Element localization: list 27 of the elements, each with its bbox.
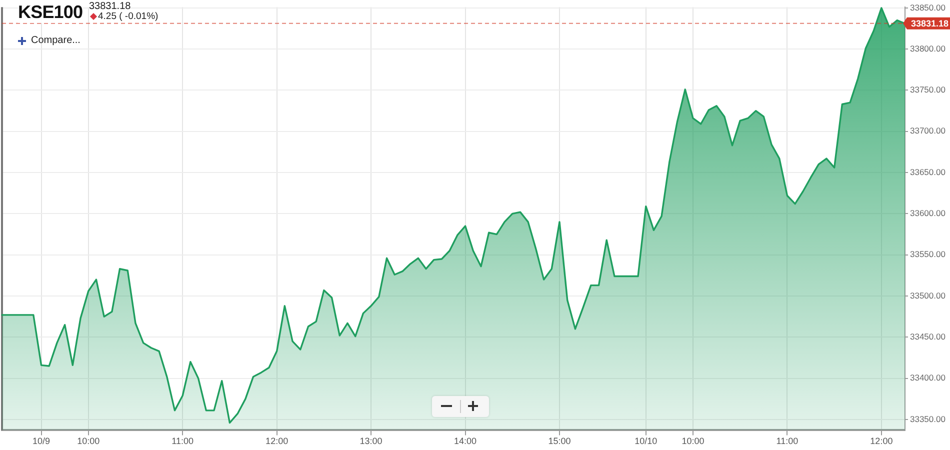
y-tick-label: 33600.00 xyxy=(910,208,946,218)
y-tick-label: 33700.00 xyxy=(910,126,946,136)
x-tick-label: 13:00 xyxy=(360,436,382,446)
ref-line-label: 33831.18 xyxy=(911,18,949,28)
chart-subtitle: 33831.18 xyxy=(89,1,131,12)
annotation: 4.25 ( -0.01%) xyxy=(98,11,158,22)
y-tick-label: 33400.00 xyxy=(910,372,946,383)
x-tick-label: 12:00 xyxy=(870,436,893,446)
y-tick-label: 33550.00 xyxy=(910,249,946,260)
y-tick-label: 33750.00 xyxy=(910,84,946,95)
chart-title: KSE100 xyxy=(18,1,83,23)
y-tick-label: 33850.00 xyxy=(910,2,946,12)
x-tick-label: 12:00 xyxy=(266,436,288,446)
x-tick-label: 11:00 xyxy=(172,436,194,446)
x-tick-label: 10:00 xyxy=(77,436,100,446)
x-tick-label: 11:00 xyxy=(776,436,798,446)
y-tick-label: 33650.00 xyxy=(910,166,946,177)
y-tick-label: 33800.00 xyxy=(910,43,946,54)
x-tick-label: 10/9 xyxy=(32,436,50,446)
y-tick-label: 33500.00 xyxy=(910,290,946,300)
x-tick-label: 10:00 xyxy=(682,436,704,446)
x-tick-label: 14:00 xyxy=(454,436,477,446)
x-tick-label: 10/10 xyxy=(634,436,658,446)
y-tick-label: 33350.00 xyxy=(910,414,946,424)
x-tick-label: 15:00 xyxy=(548,436,571,446)
annotation: Compare... xyxy=(31,35,80,47)
y-tick-label: 33450.00 xyxy=(910,332,946,342)
